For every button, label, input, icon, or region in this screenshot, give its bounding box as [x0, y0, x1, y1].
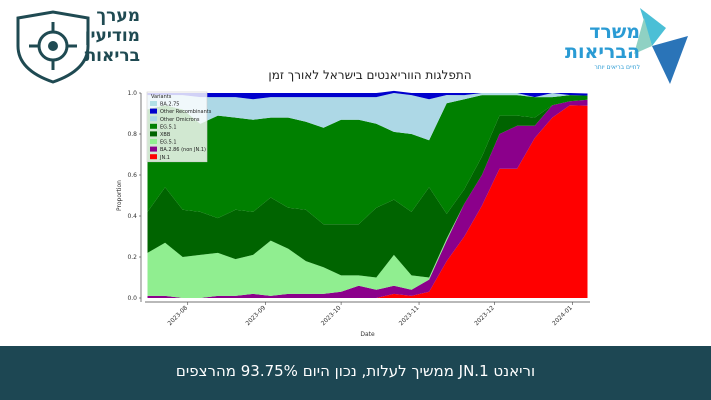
x-tick-label: 2023-09 — [244, 304, 267, 327]
area-series-1 — [147, 99, 588, 298]
x-tick-label: 2023-12 — [473, 304, 496, 327]
y-tick-label: 1.0 — [127, 90, 137, 97]
y-tick-label: 0.4 — [127, 213, 137, 220]
right-logo-text: משרד הבריאות — [564, 21, 640, 63]
legend-entry: JN.1 — [159, 155, 170, 161]
y-tick-label: 0.6 — [127, 172, 137, 179]
y-tick-label: 0.8 — [127, 131, 137, 138]
x-tick-label: 2023-10 — [320, 304, 343, 327]
legend-swatch — [150, 131, 157, 137]
legend-swatch — [150, 154, 157, 160]
legend-entry: Other Recombinants — [160, 109, 212, 115]
x-tick-label: 2024-01 — [551, 304, 574, 327]
footer-caption: וריאנט JN.1 ממשיך לעלות, נכון היום 93.75… — [175, 362, 536, 380]
area-series-5 — [147, 93, 588, 141]
variant-proportion-chart: 0.0 0.2 0.4 0.6 0.8 1.0 2023-08 2023-09 2023-10 2… — [116, 90, 590, 338]
legend-swatch — [150, 123, 157, 129]
ministry-of-health-logo-icon — [634, 8, 688, 84]
left-logo-text: מערך מודיעין בריאות — [84, 6, 140, 66]
y-tick-label: 0.2 — [127, 254, 137, 261]
legend-entry: Other Omicrons — [160, 117, 200, 123]
legend-title: Variants — [151, 94, 172, 100]
legend-entry: BA.2.86 (non JN.1) — [160, 147, 206, 153]
x-tick-label: 2023-08 — [166, 304, 189, 327]
chart-title: התפלגות הווריאנטים בישראל לאורך זמן — [268, 68, 472, 82]
area-series-6 — [147, 90, 588, 100]
y-axis-label: Proportion — [116, 180, 123, 211]
legend-entry: EG.5.1 — [160, 124, 177, 130]
chart-areas — [147, 90, 588, 298]
x-tick-label: 2023-11 — [398, 304, 421, 327]
area-series-0 — [147, 105, 588, 298]
legend-swatch — [150, 116, 157, 122]
right-logo-subtitle: לחיים בריאים יותר — [594, 64, 640, 71]
area-series-3 — [147, 99, 588, 278]
legend-swatch — [150, 146, 157, 152]
y-tick-label: 0.0 — [127, 295, 137, 302]
area-series-2 — [147, 99, 588, 298]
health-intelligence-logo-icon — [16, 10, 90, 84]
legend-entry: BA.2.75 — [160, 102, 180, 108]
legend-swatch — [150, 101, 157, 106]
legend-swatch — [150, 108, 157, 114]
legend-entry: EG.5.1 — [160, 140, 177, 146]
x-axis-label: Date — [360, 331, 375, 338]
footer-bar: וריאנט JN.1 ממשיך לעלות, נכון היום 93.75… — [0, 346, 711, 400]
area-series-4 — [147, 95, 588, 225]
legend-entry: XBB — [160, 132, 171, 138]
legend-swatch — [150, 139, 157, 144]
